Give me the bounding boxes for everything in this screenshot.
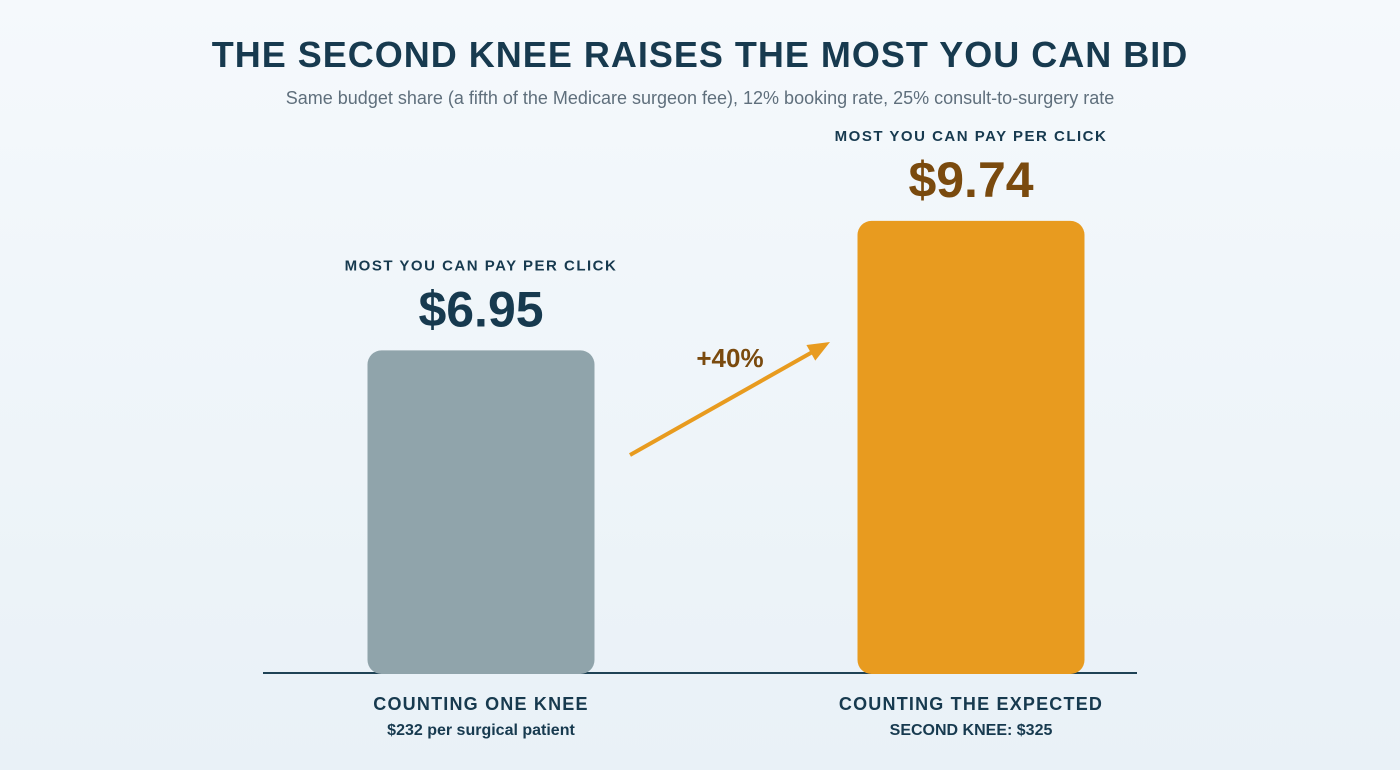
bar-2-sublabel: SECOND KNEE: $325 (890, 722, 1053, 739)
bar-1-sublabel: $232 per surgical patient (387, 722, 575, 739)
increase-arrow-line (629, 348, 817, 457)
bar-1 (367, 350, 595, 674)
bar-2-value-caption: MOST YOU CAN PAY PER CLICK (835, 128, 1108, 145)
percent-change-label: +40% (696, 343, 763, 373)
bar-1-value-caption: MOST YOU CAN PAY PER CLICK (345, 257, 618, 274)
chart-subtitle: Same budget share (a fifth of the Medica… (285, 88, 1115, 108)
bar-2-value-label: $9.74 (908, 152, 1033, 208)
chart-title: THE SECOND KNEE RAISES THE MOST YOU CAN … (211, 34, 1189, 75)
bar-1-category-label: COUNTING ONE KNEE (373, 694, 588, 714)
increase-arrow-head (806, 342, 830, 361)
bar-2 (857, 220, 1085, 674)
bar-2-category-label: COUNTING THE EXPECTED (839, 694, 1103, 714)
bar-1-value-label: $6.95 (418, 281, 543, 337)
